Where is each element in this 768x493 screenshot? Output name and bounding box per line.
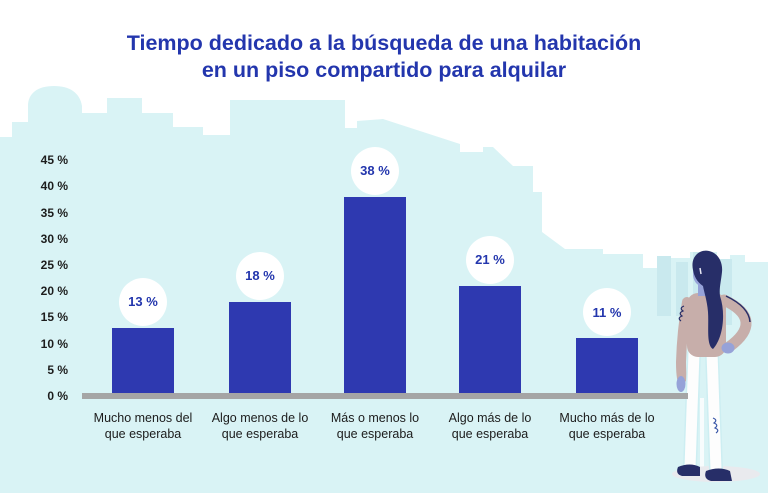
chart-title-line2: en un piso compartido para alquilar [201, 58, 567, 82]
y-tick-label: 25 % [40, 258, 68, 272]
y-tick-label: 35 % [40, 206, 68, 220]
y-tick-label: 40 % [40, 179, 68, 193]
bar-group: 11 % Mucho más de lo que esperaba [559, 0, 655, 493]
y-tick-label: 15 % [40, 310, 68, 324]
bar-group: 21 % Algo más de lo que esperaba [449, 0, 531, 493]
y-tick-label: 30 % [40, 232, 68, 246]
person-illustration [672, 250, 760, 482]
y-tick-label: 5 % [47, 363, 68, 377]
bar-group: 13 % Mucho menos del que esperaba [94, 0, 192, 493]
bar-group: 38 % Más o menos lo que esperaba [331, 0, 419, 493]
chart-title-line1: Tiempo dedicado a la búsqueda de una hab… [126, 31, 642, 55]
bar [229, 301, 291, 396]
bar-group: 18 % Algo menos de lo que esperaba [212, 0, 308, 493]
x-axis-label: Algo menos de lo que esperaba [211, 411, 309, 441]
x-axis-label: Más o menos lo que esperaba [330, 411, 420, 441]
bar [344, 196, 406, 396]
value-label: 13 % [128, 294, 158, 310]
bar [576, 338, 638, 396]
y-tick-label: 10 % [40, 337, 68, 351]
x-axis-label: Algo más de lo que esperaba [448, 411, 532, 441]
x-axis-label: Mucho menos del que esperaba [93, 411, 193, 441]
value-badge: 18 % [236, 251, 284, 300]
value-label: 38 % [360, 163, 390, 179]
value-badge: 21 % [466, 235, 514, 284]
bar [112, 327, 174, 396]
x-axis-baseline [82, 393, 688, 399]
value-label: 11 % [592, 304, 622, 320]
chart-title: Tiempo dedicado a la búsqueda de una hab… [0, 30, 768, 84]
bar [459, 285, 521, 396]
x-axis-label: Mucho más de lo que esperaba [559, 411, 655, 441]
value-badge: 11 % [583, 288, 631, 337]
value-badge: 13 % [119, 277, 167, 326]
value-label: 21 % [475, 252, 505, 268]
y-tick-label: 0 % [47, 389, 68, 403]
y-tick-label: 20 % [40, 284, 68, 298]
value-label: 18 % [245, 268, 275, 284]
y-tick-label: 45 % [40, 153, 68, 167]
value-badge: 38 % [351, 146, 399, 195]
